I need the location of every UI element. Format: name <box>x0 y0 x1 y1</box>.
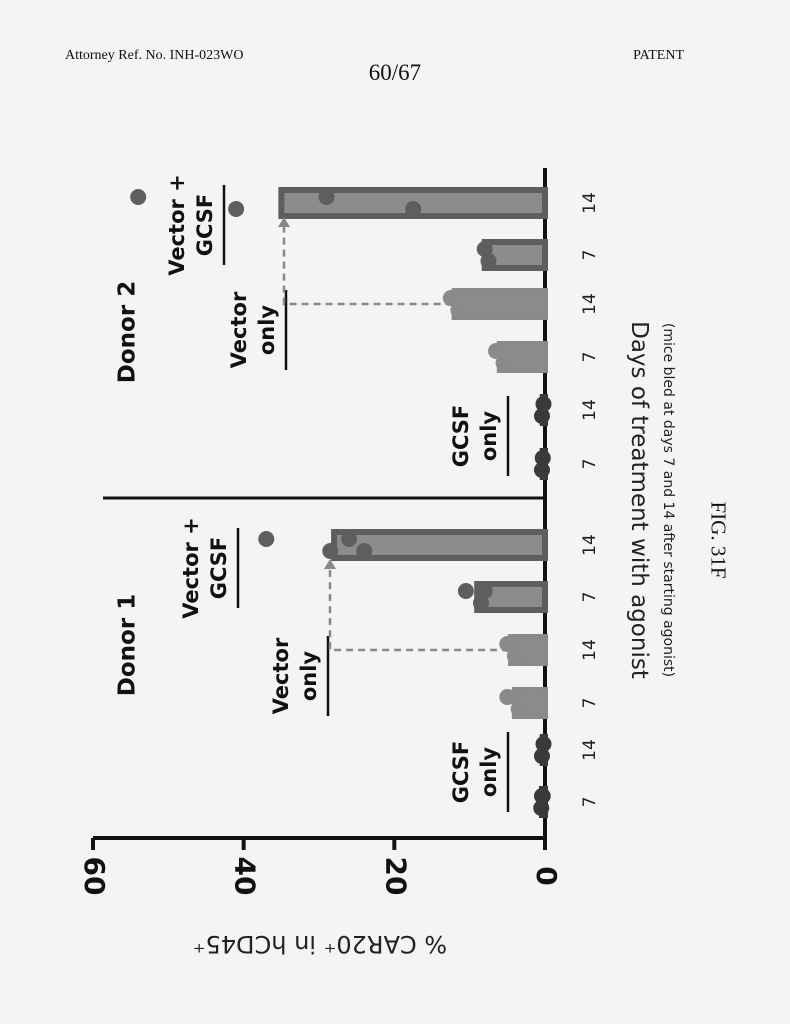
data-point <box>495 355 512 371</box>
data-point <box>533 462 550 478</box>
group-label-line: only <box>297 651 321 702</box>
day-tick-label: 7 <box>580 250 600 261</box>
x-axis-sublabel: (mice bled at days 7 and 14 after starti… <box>660 323 676 677</box>
arrow-head <box>278 217 290 227</box>
group-label-line: only <box>477 411 501 462</box>
x-axis-label: Days of treatment with agonist <box>626 321 652 679</box>
data-point <box>405 201 422 217</box>
day-tick-label: 7 <box>580 797 600 808</box>
data-point <box>535 736 552 752</box>
value-tick-label: 60 <box>78 857 111 896</box>
data-point <box>442 290 459 306</box>
patent-label: PATENT <box>633 48 684 63</box>
data-point <box>318 189 335 205</box>
figure-caption: FIG. 31F <box>706 501 731 579</box>
arrow-head <box>324 559 336 569</box>
group-label-line: GCSF <box>193 194 217 257</box>
day-tick-label: 14 <box>580 192 600 214</box>
comparison-arrow <box>328 567 510 652</box>
data-point <box>533 408 550 424</box>
group-label-line: Vector + <box>179 517 203 619</box>
group-label-line: GCSF <box>207 537 231 600</box>
attorney-ref: Attorney Ref. No. INH-023WO <box>65 48 244 63</box>
group-label-line: Vector + <box>165 174 189 276</box>
page-number: 60/67 <box>368 60 422 85</box>
donor-label: Donor 2 <box>115 281 141 383</box>
day-tick-label: 7 <box>580 592 600 603</box>
data-point <box>533 748 550 764</box>
day-tick-label: 7 <box>580 459 600 470</box>
data-point <box>130 189 147 205</box>
group-label-line: GCSF <box>449 741 473 804</box>
day-tick-label: 14 <box>580 399 600 421</box>
data-point <box>506 689 523 705</box>
group-label-line: only <box>255 305 279 356</box>
group-label-line: Vector <box>269 637 293 714</box>
group-label-line: Vector <box>227 291 251 368</box>
data-point <box>533 788 550 804</box>
data-point <box>480 253 497 269</box>
day-tick-label: 14 <box>580 534 600 556</box>
data-point <box>258 531 275 547</box>
value-tick-label: 0 <box>530 866 563 885</box>
value-tick-label: 20 <box>379 857 412 896</box>
day-tick-label: 14 <box>580 293 600 315</box>
data-point <box>535 396 552 412</box>
data-point <box>341 531 358 547</box>
day-tick-label: 7 <box>580 352 600 363</box>
data-point <box>488 343 505 359</box>
donor-label: Donor 1 <box>115 594 141 696</box>
data-point <box>457 583 474 599</box>
data-point <box>450 302 467 318</box>
group-label-line: only <box>477 747 501 798</box>
data-point <box>506 648 523 664</box>
group-label-line: GCSF <box>449 405 473 468</box>
value-tick-label: 40 <box>229 857 262 896</box>
data-point <box>510 701 527 717</box>
day-tick-label: 14 <box>580 739 600 761</box>
bar <box>451 288 549 320</box>
y-axis-label: % CAR20⁺ in hCD45⁺ <box>193 930 447 958</box>
data-point <box>228 201 245 217</box>
data-point <box>356 543 373 559</box>
data-point <box>533 800 550 816</box>
data-point <box>322 543 339 559</box>
day-tick-label: 7 <box>580 698 600 709</box>
day-tick-label: 14 <box>580 639 600 661</box>
comparison-arrow <box>282 225 453 306</box>
data-point <box>472 595 489 611</box>
data-point <box>476 583 493 599</box>
data-point <box>503 636 520 652</box>
data-point <box>476 241 493 257</box>
data-point <box>534 450 551 466</box>
